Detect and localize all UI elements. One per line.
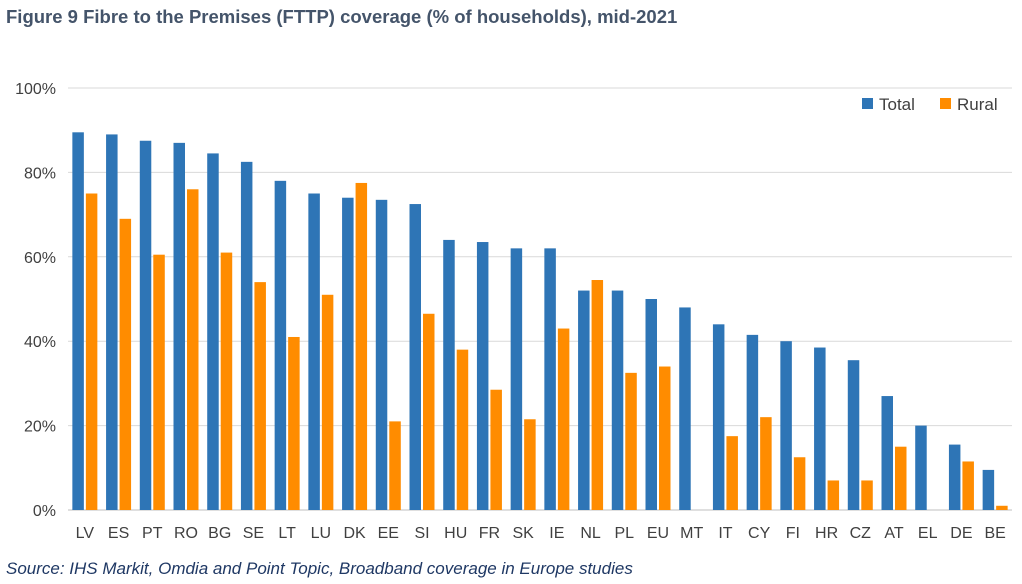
x-tick-label: HR — [815, 525, 838, 542]
bar-rural-eu — [659, 366, 671, 510]
x-tick-label: CY — [748, 525, 771, 542]
bar-rural-si — [423, 313, 435, 510]
bar-total-pt — [139, 140, 152, 510]
bar-total-ro — [173, 142, 185, 511]
y-tick-label: 80% — [24, 165, 56, 182]
bar-total-it — [712, 324, 725, 510]
x-tick-label: IT — [718, 525, 732, 542]
x-tick-label: DE — [950, 525, 972, 542]
x-tick-label: IE — [549, 525, 564, 542]
bar-rural-dk — [355, 182, 368, 510]
bar-rural-se — [254, 282, 266, 510]
bar-rural-bg — [220, 252, 233, 510]
source-note: Source: IHS Markit, Omdia and Point Topi… — [6, 559, 633, 578]
x-tick-label: DK — [343, 525, 366, 542]
bar-total-de — [948, 444, 961, 510]
x-tick-label: LV — [76, 525, 95, 542]
bar-rural-cy — [760, 417, 772, 510]
x-tick-label: HU — [444, 525, 467, 542]
bar-rural-es — [119, 218, 132, 510]
x-tick-label: CZ — [850, 525, 872, 542]
bar-rural-de — [962, 461, 974, 510]
bar-rural-ie — [557, 328, 570, 510]
bar-total-nl — [578, 290, 590, 510]
y-tick-label: 60% — [24, 250, 56, 267]
y-tick-label: 40% — [24, 334, 56, 351]
x-tick-label: SE — [243, 525, 264, 542]
x-tick-label: LT — [278, 525, 296, 542]
bar-rural-ro — [187, 189, 199, 510]
bar-rural-fi — [793, 457, 806, 510]
bar-total-si — [409, 204, 421, 511]
bar-total-pl — [611, 290, 624, 510]
y-tick-label: 20% — [24, 419, 56, 436]
bar-rural-lu — [321, 294, 334, 510]
bar-total-se — [240, 161, 253, 510]
bar-rural-cz — [861, 480, 873, 510]
x-tick-label: EE — [378, 525, 399, 542]
bar-total-sk — [510, 248, 523, 511]
bar-total-be — [982, 469, 995, 510]
legend: Total Rural — [862, 95, 998, 114]
bar-total-ie — [544, 248, 556, 511]
chart-title: Figure 9 Fibre to the Premises (FTTP) co… — [6, 6, 678, 27]
x-tick-label: ES — [108, 525, 129, 542]
x-axis-ticks: LV ES PT RO BG SE LT LU DK EE SI HU FR SK IE NL PL EU MT IT… — [76, 525, 1006, 542]
bar-total-eu — [645, 299, 657, 510]
bar-total-at — [881, 396, 893, 510]
bar-total-mt — [679, 307, 691, 510]
legend-total-swatch — [862, 98, 873, 109]
x-tick-label: NL — [580, 525, 601, 542]
bar-total-ee — [375, 199, 388, 510]
bar-total-dk — [342, 197, 354, 510]
bars — [72, 132, 1008, 511]
bar-rural-pl — [625, 372, 637, 510]
bar-total-el — [915, 425, 927, 510]
x-tick-label: AT — [884, 525, 903, 542]
bar-total-hr — [814, 347, 826, 510]
x-tick-label: EL — [918, 525, 938, 542]
bar-rural-hu — [456, 349, 469, 510]
x-tick-label: LU — [311, 525, 331, 542]
x-tick-label: BG — [208, 525, 231, 542]
x-tick-label: EU — [647, 525, 669, 542]
bar-rural-nl — [591, 280, 604, 510]
bar-total-lv — [72, 132, 84, 510]
x-tick-label: BE — [984, 525, 1005, 542]
bar-total-lu — [308, 193, 320, 510]
bar-total-lt — [274, 180, 287, 510]
x-tick-label: SI — [414, 525, 429, 542]
legend-total-label: Total — [879, 95, 915, 114]
bar-rural-pt — [153, 254, 165, 510]
x-tick-label: PT — [142, 525, 163, 542]
legend-rural-label: Rural — [957, 95, 998, 114]
x-tick-label: PL — [614, 525, 634, 542]
x-tick-label: SK — [512, 525, 534, 542]
bar-rural-lv — [85, 193, 98, 510]
x-tick-label: RO — [174, 525, 198, 542]
bar-total-hu — [443, 239, 455, 511]
bar-total-fi — [780, 341, 792, 510]
bar-rural-hr — [827, 480, 840, 510]
legend-rural-swatch — [940, 98, 951, 109]
bar-rural-ee — [389, 421, 401, 510]
x-tick-label: MT — [680, 525, 703, 542]
y-tick-label: 100% — [15, 81, 56, 98]
x-tick-label: FI — [786, 525, 800, 542]
y-tick-label: 0% — [33, 503, 56, 520]
bar-rural-sk — [524, 419, 536, 510]
x-tick-label: FR — [479, 525, 500, 542]
bar-total-bg — [207, 153, 219, 510]
bar-rural-at — [895, 446, 907, 510]
bar-total-fr — [476, 242, 489, 510]
bar-rural-be — [996, 505, 1008, 510]
bar-rural-fr — [490, 389, 502, 510]
y-axis-ticks: 0% 20% 40% 60% 80% 100% — [15, 81, 56, 520]
bar-rural-lt — [288, 336, 300, 510]
bar-rural-it — [726, 436, 738, 510]
bar-total-es — [106, 134, 118, 511]
bar-total-cz — [847, 360, 860, 510]
bar-total-cy — [746, 334, 759, 510]
